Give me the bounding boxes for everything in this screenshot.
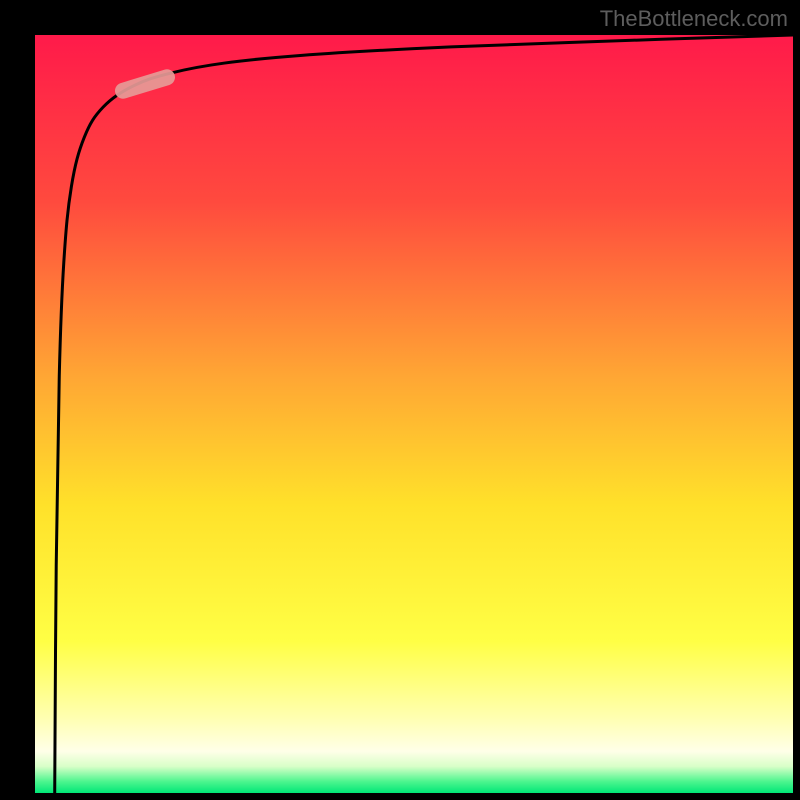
bottleneck-curve (55, 35, 793, 793)
chart-container: TheBottleneck.com (0, 0, 800, 800)
curve-layer (35, 35, 793, 793)
plot-area (35, 35, 793, 793)
watermark-text: TheBottleneck.com (600, 6, 788, 32)
